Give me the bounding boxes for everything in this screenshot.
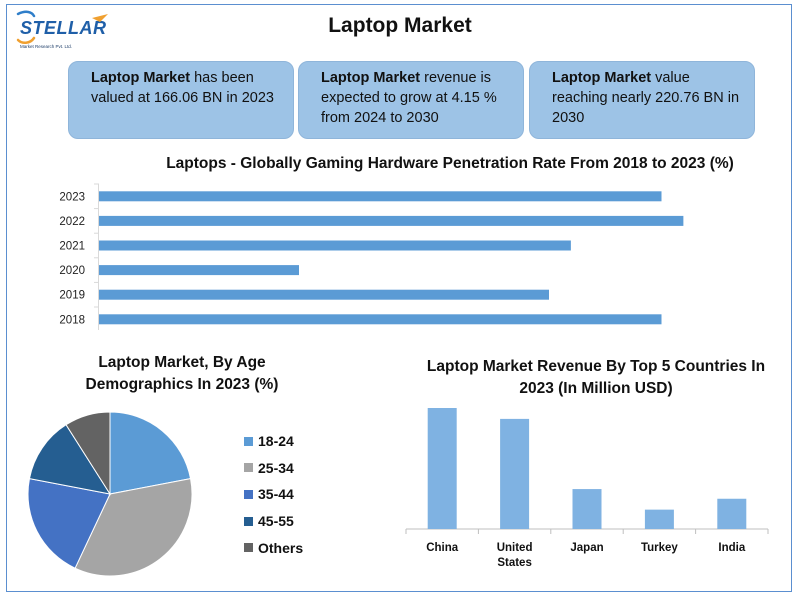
- age-pie-chart: [27, 411, 193, 577]
- stat-text: value reaching nearly 220.76 BN in 2030: [552, 70, 740, 126]
- countries-bar-chart: China United States Japan Turkey India: [405, 408, 769, 569]
- stat-box-valuation: Laptop Market has been valued at 166.06 …: [68, 61, 294, 139]
- bar-2021: [99, 240, 571, 251]
- pie-slice-18-24: [109, 411, 192, 495]
- pie-slice-35-44: [27, 478, 111, 569]
- stat-box-growth: Laptop Market revenue is expected to gro…: [298, 61, 524, 139]
- y-tick-label: 2022: [59, 216, 85, 228]
- stat-box-forecast: Laptop Market value reaching nearly 220.…: [529, 61, 755, 139]
- legend-item-Others: Others: [244, 534, 303, 561]
- bar-turkey: [644, 509, 674, 529]
- legend-label: 35-44: [258, 486, 294, 503]
- x-tick-label: Turkey: [641, 542, 678, 554]
- svg-text:STELLAR: STELLAR: [20, 18, 107, 38]
- bar-united-states: [500, 418, 530, 529]
- bar-japan: [572, 489, 602, 529]
- stat-text: has been valued at 166.06 BN in 2023: [91, 70, 274, 106]
- pie-slice-Others: [65, 411, 111, 496]
- y-tick-label: 2019: [59, 290, 85, 302]
- age-chart-title: Laptop Market, By Age Demographics In 20…: [85, 354, 279, 393]
- legend-label: 18-24: [258, 433, 294, 450]
- pie-slice-45-55: [28, 424, 112, 495]
- bar-china: [427, 408, 457, 529]
- legend-swatch: [244, 543, 253, 553]
- legend-item-25-34: 25-34: [244, 455, 303, 482]
- bar-2022: [99, 215, 684, 226]
- legend-item-35-44: 35-44: [244, 481, 303, 508]
- legend-item-45-55: 45-55: [244, 508, 303, 535]
- stellar-logo: STELLAR Market Research Pvt. Ltd.: [16, 10, 108, 49]
- stat-bold: Laptop Market: [552, 70, 652, 86]
- svg-text:Market Research Pvt. Ltd.: Market Research Pvt. Ltd.: [20, 44, 72, 49]
- legend-item-18-24: 18-24: [244, 428, 303, 455]
- stat-text: revenue is expected to grow at 4.15 % fr…: [321, 70, 497, 126]
- page-title: Laptop Market: [328, 14, 472, 37]
- legend-label: 25-34: [258, 459, 294, 476]
- legend-swatch: [244, 516, 253, 526]
- bar-india: [717, 498, 747, 529]
- bar-2023: [99, 191, 662, 202]
- legend-label: 45-55: [258, 513, 294, 530]
- y-tick-label: 2018: [59, 314, 85, 326]
- y-tick-label: 2023: [59, 191, 85, 203]
- x-tick-label: India: [718, 542, 745, 554]
- penetration-chart-title: Laptops - Globally Gaming Hardware Penet…: [166, 155, 734, 172]
- y-tick-label: 2020: [59, 265, 85, 277]
- countries-chart-title: Laptop Market Revenue By Top 5 Countries…: [426, 358, 766, 397]
- bar-2019: [99, 289, 549, 300]
- bar-2018: [99, 314, 662, 325]
- legend-swatch: [244, 463, 253, 473]
- x-tick-label: Japan: [570, 542, 603, 554]
- x-tick-label: China: [426, 542, 459, 554]
- legend-label: Others: [258, 539, 304, 556]
- stat-bold: Laptop Market: [91, 70, 191, 86]
- page-frame: [6, 4, 792, 592]
- y-tick-label: 2021: [59, 241, 85, 253]
- age-pie-legend: 18-24 25-34 35-44 45-55 Others: [244, 428, 303, 561]
- stat-bold: Laptop Market: [321, 70, 421, 86]
- legend-swatch: [244, 489, 253, 499]
- x-tick-label: United States: [497, 542, 533, 569]
- bar-2020: [99, 265, 299, 276]
- penetration-bar-chart: 2023 2022 2021 2020 2019 2018: [59, 183, 684, 330]
- pie-slice-25-34: [74, 478, 193, 577]
- legend-swatch: [244, 436, 253, 446]
